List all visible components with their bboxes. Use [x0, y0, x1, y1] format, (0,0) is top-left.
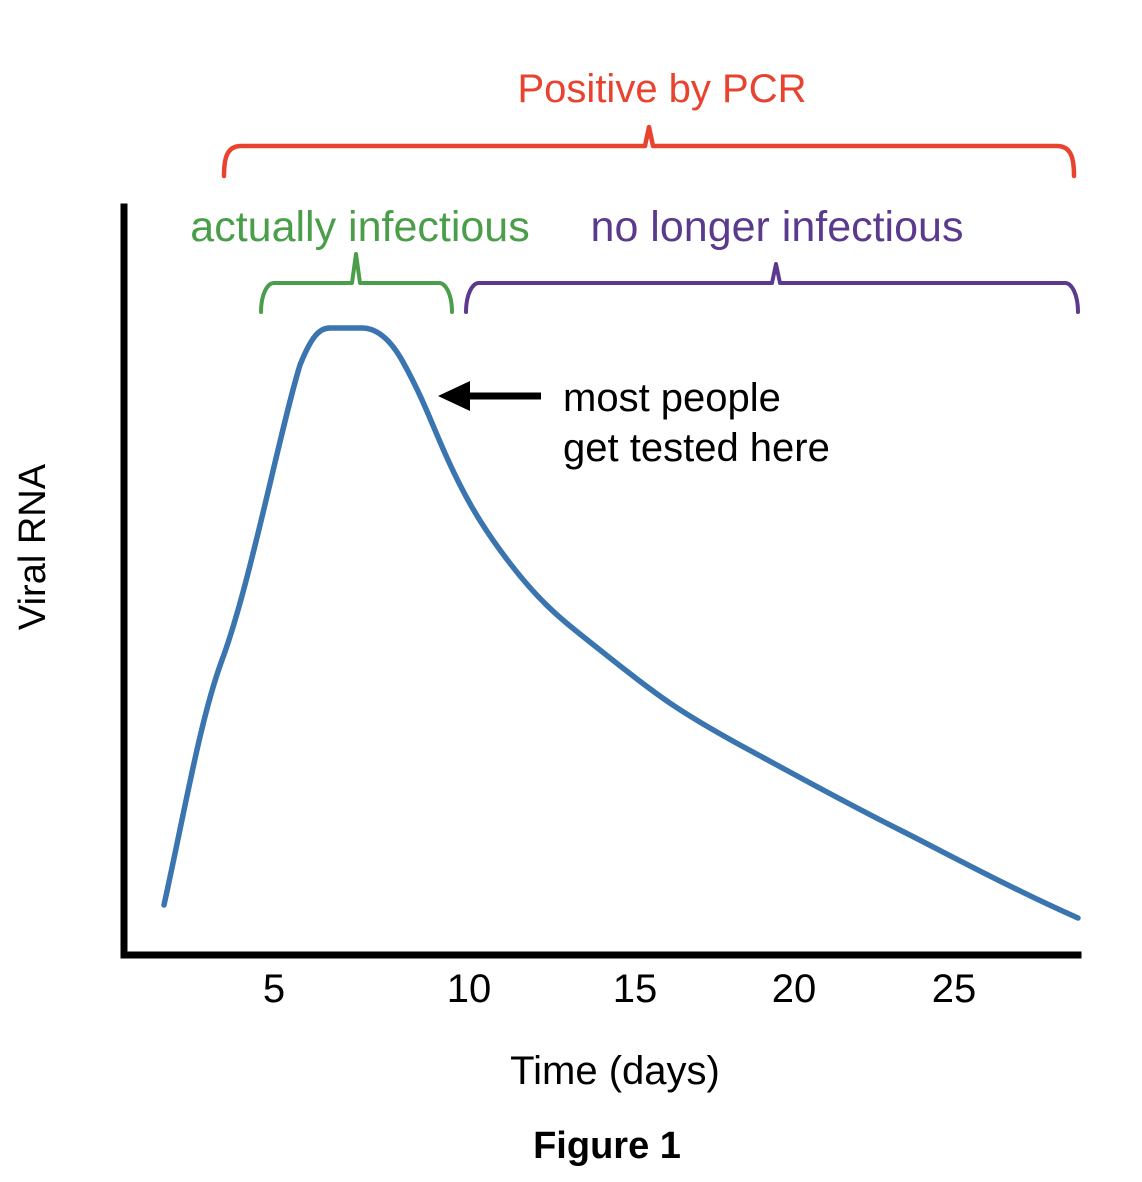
- svg-text:5: 5: [263, 967, 285, 1011]
- svg-text:25: 25: [932, 967, 977, 1011]
- svg-text:Figure 1: Figure 1: [533, 1125, 681, 1167]
- svg-text:Positive by PCR: Positive by PCR: [518, 67, 807, 111]
- svg-text:Viral RNA: Viral RNA: [12, 463, 54, 630]
- svg-text:Time (days): Time (days): [510, 1049, 720, 1093]
- svg-text:15: 15: [613, 967, 658, 1011]
- svg-text:no longer infectious: no longer infectious: [591, 203, 964, 251]
- svg-text:actually infectious: actually infectious: [190, 203, 529, 251]
- svg-text:most people: most people: [563, 376, 781, 420]
- svg-text:20: 20: [772, 967, 817, 1011]
- svg-text:get tested here: get tested here: [563, 426, 830, 470]
- svg-text:10: 10: [447, 967, 492, 1011]
